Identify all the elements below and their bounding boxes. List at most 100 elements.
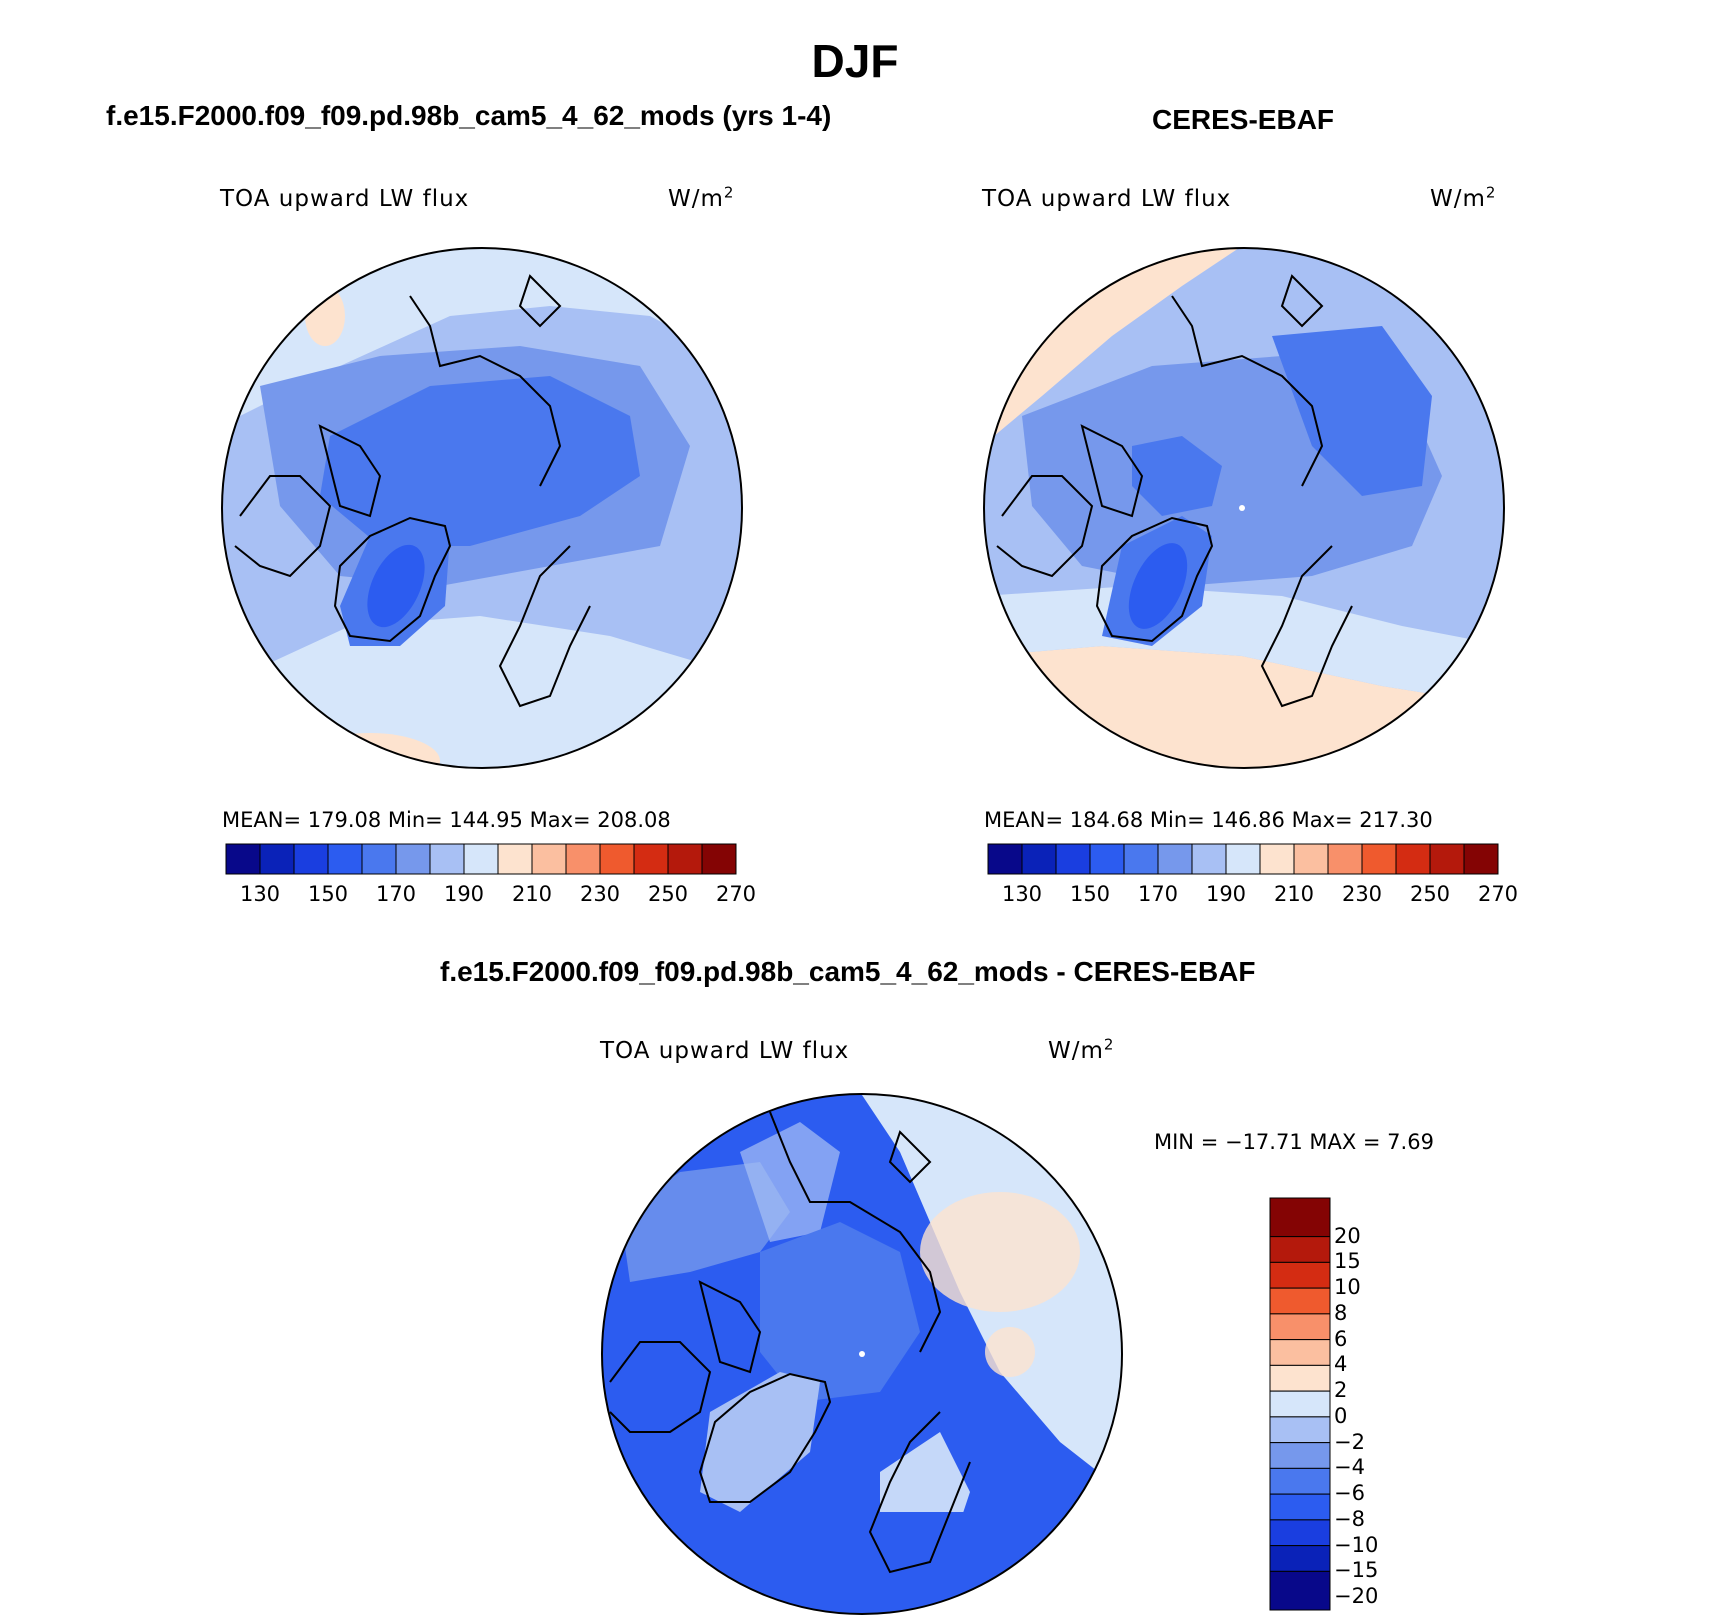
obs-map-border xyxy=(983,247,1505,769)
diff-colorbar-tick-label: 2 xyxy=(1334,1378,1348,1403)
diff-colorbar-box xyxy=(1269,1390,1331,1418)
diff-coast-scandinavia xyxy=(868,1411,971,1574)
model-colorbar-labels: 130 150 170 190 210 230 250 270 xyxy=(226,880,756,906)
model-colorbar-box xyxy=(395,843,431,875)
model-coast-archipelago xyxy=(318,424,382,518)
model-colorbar-box xyxy=(463,843,499,875)
obs-colorbar-box xyxy=(1123,843,1159,875)
model-colorbar-box xyxy=(361,843,397,875)
diff-colorbar-tick-label: −8 xyxy=(1334,1506,1365,1531)
obs-coast-scandinavia xyxy=(1260,545,1353,708)
obs-colorbar-tick-label: 230 xyxy=(1341,882,1383,906)
diff-colorbar-tick-label: −15 xyxy=(1334,1558,1379,1583)
model-colorbar-box xyxy=(429,843,465,875)
model-colorbar-tick-label: 190 xyxy=(443,882,485,906)
model-coast-greenland xyxy=(333,516,452,643)
diff-colorbar-box xyxy=(1269,1197,1331,1238)
obs-colorbar-tick-label: 130 xyxy=(1001,882,1043,906)
diff-colorbar-tick-label: 0 xyxy=(1334,1403,1348,1428)
model-colorbar-box xyxy=(701,843,737,875)
model-colorbar-box xyxy=(327,843,363,875)
diff-coast-siberia xyxy=(769,1111,942,1353)
model-colorbar-tick-label: 170 xyxy=(375,882,417,906)
model-field-warm-north xyxy=(305,286,345,346)
model-field-arctic-low xyxy=(320,376,640,546)
model-colorbar-box xyxy=(565,843,601,875)
diff-colorbar-tick-label: 4 xyxy=(1334,1352,1348,1377)
model-colorbar-tick-label: 230 xyxy=(579,882,621,906)
obs-colorbar-box xyxy=(1429,843,1465,875)
diff-colorbar-tick-label: −20 xyxy=(1334,1584,1379,1609)
diff-colorbar-tick-label: −10 xyxy=(1334,1532,1379,1557)
diff-coast-americas xyxy=(609,1341,712,1433)
diff-coast-kamchatka xyxy=(888,1130,932,1184)
diff-variable-label: TOA upward LW flux xyxy=(600,1038,850,1064)
obs-coast-greenland xyxy=(1095,516,1214,643)
model-coast-siberia xyxy=(409,295,562,487)
diff-colorbar-box xyxy=(1269,1416,1331,1444)
model-colorbar-box xyxy=(259,843,295,875)
diff-colorbar-tick-label: 6 xyxy=(1334,1326,1348,1351)
model-colorbar-tick-label: 130 xyxy=(239,882,281,906)
figure-title: DJF xyxy=(811,35,899,87)
diff-field-greenland xyxy=(700,1372,820,1512)
obs-colorbar-box xyxy=(1293,843,1329,875)
diff-colorbar-box xyxy=(1269,1442,1331,1469)
obs-colorbar-labels: 130 150 170 190 210 230 250 270 xyxy=(988,880,1518,906)
diff-pole-marker xyxy=(859,1351,865,1357)
model-field-upper-band xyxy=(222,248,742,426)
diff-colorbar-box xyxy=(1269,1364,1331,1392)
obs-units-label: W/m2 xyxy=(1430,183,1497,212)
model-units-label: W/m2 xyxy=(668,183,735,212)
model-coast-americas xyxy=(234,475,332,578)
diff-panel-title: f.e15.F2000.f09_f09.pd.98b_cam5_4_62_mod… xyxy=(440,956,1256,987)
diff-colorbar-tick-label: 10 xyxy=(1334,1275,1361,1300)
diff-colorbar-tick-label: −6 xyxy=(1334,1481,1365,1506)
diff-colorbar xyxy=(1269,1197,1331,1611)
diff-colorbar-box xyxy=(1269,1570,1331,1611)
diff-colorbar-box xyxy=(1269,1287,1331,1315)
model-colorbar-box xyxy=(633,843,669,875)
model-colorbar-tick-label: 270 xyxy=(715,882,757,906)
diff-coast-greenland xyxy=(698,1372,832,1503)
diff-colorbar-tick-label: −4 xyxy=(1334,1455,1365,1480)
obs-colorbar-box xyxy=(1395,843,1431,875)
diff-colorbar-box xyxy=(1269,1467,1331,1495)
model-colorbar-tick-label: 250 xyxy=(647,882,689,906)
diff-coast-archipelago xyxy=(698,1280,762,1374)
model-colorbar-tick-label: 150 xyxy=(307,882,349,906)
obs-coast-siberia xyxy=(1171,295,1324,487)
obs-coast-archipelago xyxy=(1080,424,1144,518)
obs-colorbar-tick-label: 190 xyxy=(1205,882,1247,906)
diff-field-arctic xyxy=(760,1222,920,1402)
model-colorbar-box xyxy=(667,843,703,875)
obs-panel-title: CERES-EBAF xyxy=(1152,104,1335,135)
diff-colorbar-box xyxy=(1269,1236,1331,1263)
obs-colorbar-tick-label: 270 xyxy=(1477,882,1519,906)
obs-colorbar-box xyxy=(1463,843,1499,875)
model-field-greenland-core xyxy=(367,544,425,628)
diff-colorbar-box xyxy=(1269,1493,1331,1521)
model-coast-scandinavia xyxy=(498,545,591,708)
diff-colorbar-tick-label: 8 xyxy=(1334,1300,1348,1325)
diff-map-border xyxy=(601,1093,1123,1615)
model-map-border xyxy=(221,247,743,769)
obs-colorbar-tick-label: 170 xyxy=(1137,882,1179,906)
diff-colorbar-box xyxy=(1269,1261,1331,1289)
model-colorbar-box xyxy=(599,843,635,875)
obs-stats: MEAN= 184.68 Min= 146.86 Max= 217.30 xyxy=(984,808,1433,832)
obs-polar-map xyxy=(983,247,1505,769)
model-polar-map xyxy=(221,247,743,769)
diff-colorbar-tick-label: 20 xyxy=(1334,1223,1361,1248)
diff-stats: MIN = −17.71 MAX = 7.69 xyxy=(1154,1130,1434,1154)
diff-field-warm-east xyxy=(920,1192,1080,1312)
obs-colorbar-box xyxy=(1021,843,1057,875)
obs-coast-kamchatka xyxy=(1280,274,1324,328)
diff-units-label: W/m2 xyxy=(1048,1035,1115,1064)
model-stats: MEAN= 179.08 Min= 144.95 Max= 208.08 xyxy=(222,808,671,832)
model-colorbar-box xyxy=(225,843,261,875)
diff-field-light-northwest xyxy=(620,1162,790,1282)
obs-colorbar-box xyxy=(1361,843,1397,875)
model-panel-title: f.e15.F2000.f09_f09.pd.98b_cam5_4_62_mod… xyxy=(106,100,832,131)
obs-colorbar-box xyxy=(1157,843,1193,875)
